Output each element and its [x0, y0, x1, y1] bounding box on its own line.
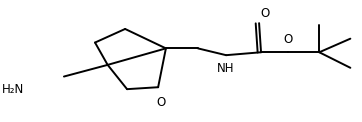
- Text: O: O: [156, 96, 166, 109]
- Text: NH: NH: [217, 62, 235, 75]
- Text: O: O: [260, 7, 270, 20]
- Text: H₂N: H₂N: [2, 83, 24, 96]
- Text: O: O: [283, 33, 293, 46]
